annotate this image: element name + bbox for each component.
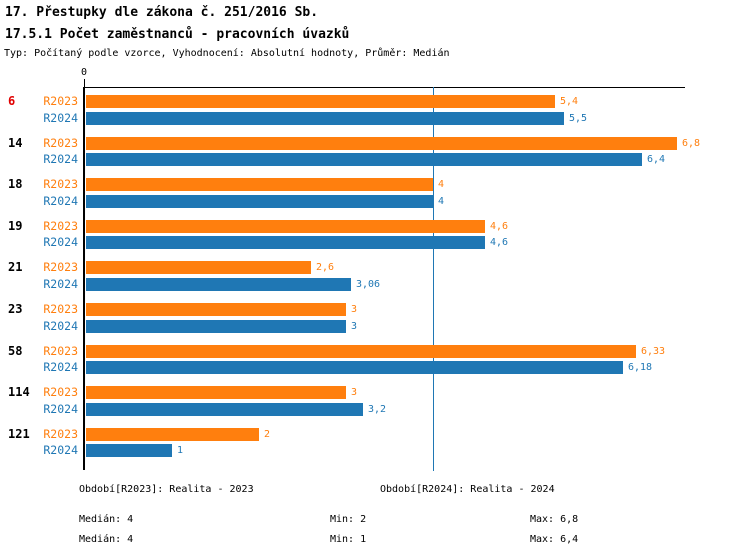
value-label-r2024-cat-6: 5,5 <box>569 113 588 124</box>
bar-r2024-cat-6 <box>86 112 564 125</box>
series-label-r2023: R2023 <box>43 260 78 274</box>
value-label-r2024-cat-114: 3,2 <box>368 404 387 415</box>
series-label-r2024: R2024 <box>43 194 78 208</box>
category-label-19: 19 <box>8 219 23 233</box>
x-axis-origin-label: 0 <box>80 67 88 78</box>
category-label-6: 6 <box>8 94 16 108</box>
category-label-21: 21 <box>8 260 23 274</box>
series-label-r2023: R2023 <box>43 344 78 358</box>
value-label-r2023-cat-19: 4,6 <box>490 221 509 232</box>
bar-r2023-cat-14 <box>86 137 677 150</box>
value-label-r2023-cat-14: 6,8 <box>682 138 701 149</box>
stat-max-r2023: Max: 6,8 <box>530 514 579 525</box>
value-label-r2024-cat-58: 6,18 <box>628 362 653 373</box>
series-label-r2024: R2024 <box>43 443 78 457</box>
median-reference-line <box>433 87 434 471</box>
bar-r2023-cat-21 <box>86 261 311 274</box>
value-label-r2024-cat-23: 3 <box>351 321 358 332</box>
chart-subtitle: 17.5.1 Počet zaměstnanců - pracovních úv… <box>5 27 350 42</box>
bar-r2024-cat-58 <box>86 361 623 374</box>
y-axis-line <box>83 87 85 470</box>
bar-r2023-cat-58 <box>86 345 636 358</box>
value-label-r2023-cat-114: 3 <box>351 387 358 398</box>
value-label-r2023-cat-23: 3 <box>351 304 358 315</box>
series-label-r2024: R2024 <box>43 402 78 416</box>
stat-min-r2023: Min: 2 <box>330 514 367 525</box>
series-label-r2024: R2024 <box>43 235 78 249</box>
bar-r2024-cat-19 <box>86 236 485 249</box>
series-label-r2024: R2024 <box>43 152 78 166</box>
bar-r2024-cat-121 <box>86 444 172 457</box>
x-axis-origin-tick <box>84 79 85 87</box>
category-label-18: 18 <box>8 177 23 191</box>
bar-r2024-cat-14 <box>86 153 642 166</box>
value-label-r2023-cat-18: 4 <box>438 179 445 190</box>
chart-meta-line: Typ: Počítaný podle vzorce, Vyhodnocení:… <box>4 48 450 59</box>
value-label-r2024-cat-121: 1 <box>177 445 184 456</box>
series-label-r2024: R2024 <box>43 360 78 374</box>
series-label-r2023: R2023 <box>43 94 78 108</box>
stat-median-r2024: Medián: 4 <box>79 534 134 545</box>
series-label-r2024: R2024 <box>43 277 78 291</box>
stat-max-r2024: Max: 6,4 <box>530 534 579 545</box>
bar-r2024-cat-18 <box>86 195 433 208</box>
value-label-r2024-cat-21: 3,06 <box>356 279 381 290</box>
bar-r2024-cat-21 <box>86 278 351 291</box>
stat-min-r2024: Min: 1 <box>330 534 367 545</box>
category-label-58: 58 <box>8 344 23 358</box>
legend-item-r2024: Období[R2024]: Realita - 2024 <box>380 484 555 495</box>
series-label-r2023: R2023 <box>43 427 78 441</box>
value-label-r2023-cat-21: 2,6 <box>316 262 335 273</box>
value-label-r2024-cat-19: 4,6 <box>490 237 509 248</box>
series-label-r2023: R2023 <box>43 177 78 191</box>
series-label-r2024: R2024 <box>43 111 78 125</box>
bar-r2023-cat-114 <box>86 386 346 399</box>
bar-r2023-cat-18 <box>86 178 433 191</box>
value-label-r2023-cat-121: 2 <box>264 429 271 440</box>
stat-median-r2023: Medián: 4 <box>79 514 134 525</box>
value-label-r2023-cat-58: 6,33 <box>641 346 666 357</box>
category-label-23: 23 <box>8 302 23 316</box>
series-label-r2023: R2023 <box>43 136 78 150</box>
value-label-r2024-cat-14: 6,4 <box>647 154 666 165</box>
series-label-r2023: R2023 <box>43 302 78 316</box>
legend-item-r2023: Období[R2023]: Realita - 2023 <box>79 484 254 495</box>
x-axis-line <box>84 87 685 88</box>
category-label-121: 121 <box>8 427 30 441</box>
bar-r2024-cat-23 <box>86 320 346 333</box>
series-label-r2024: R2024 <box>43 319 78 333</box>
bar-r2023-cat-23 <box>86 303 346 316</box>
bar-r2023-cat-6 <box>86 95 555 108</box>
value-label-r2023-cat-6: 5,4 <box>560 96 579 107</box>
series-label-r2023: R2023 <box>43 219 78 233</box>
category-label-114: 114 <box>8 385 30 399</box>
bar-r2023-cat-121 <box>86 428 259 441</box>
series-label-r2023: R2023 <box>43 385 78 399</box>
bar-r2024-cat-114 <box>86 403 363 416</box>
category-label-14: 14 <box>8 136 23 150</box>
bar-r2023-cat-19 <box>86 220 485 233</box>
page-title: 17. Přestupky dle zákona č. 251/2016 Sb. <box>5 5 319 20</box>
value-label-r2024-cat-18: 4 <box>438 196 445 207</box>
